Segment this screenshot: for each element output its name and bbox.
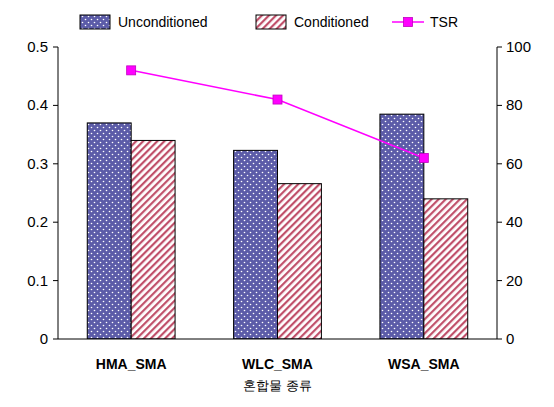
- y-tick-label: 0.2: [27, 213, 48, 230]
- bars: [87, 114, 467, 339]
- x-tick-label: WSA_SMA: [388, 356, 460, 372]
- y2-tick-label: 80: [506, 96, 523, 113]
- bar: [234, 150, 278, 339]
- y2-tick: [497, 222, 502, 223]
- y-tick: [53, 47, 58, 48]
- y-tick-label: 0.3: [27, 155, 48, 172]
- y2-tick: [497, 339, 502, 340]
- y-tick: [53, 222, 58, 223]
- x-axis-line: [58, 339, 497, 340]
- chart-container: 0 0.1 0.2 0.3 0.4 0.5 0 20 40 60 80 100 HMA_SMA WLC_S…: [0, 0, 554, 407]
- y2-tick-label: 20: [506, 272, 523, 289]
- bar: [87, 123, 131, 339]
- bar: [278, 184, 322, 339]
- x-tick-label: HMA_SMA: [96, 356, 167, 372]
- y2-tick: [497, 280, 502, 281]
- y-tick: [53, 105, 58, 106]
- x-axis-title: 혼합물 종류: [243, 378, 312, 393]
- chart: 0 0.1 0.2 0.3 0.4 0.5 0 20 40 60 80 100 HMA_SMA WLC_S…: [0, 0, 554, 407]
- y2-tick-label: 0: [506, 330, 514, 347]
- bar: [424, 199, 468, 339]
- y-tick-label: 0: [40, 330, 48, 347]
- legend-label: Unconditioned: [118, 14, 208, 30]
- y-tick: [53, 163, 58, 164]
- legend-label: Conditioned: [294, 14, 369, 30]
- y-axis-line: [58, 47, 59, 339]
- y2-tick-label: 40: [506, 213, 523, 230]
- y2-tick: [497, 163, 502, 164]
- y2-tick: [497, 105, 502, 106]
- y-tick: [53, 339, 58, 340]
- marker: [419, 153, 428, 162]
- y2-tick-label: 100: [506, 38, 531, 55]
- marker: [127, 66, 136, 75]
- bar: [131, 140, 175, 339]
- marker: [273, 95, 282, 104]
- y-tick: [53, 280, 58, 281]
- y2-axis-line: [497, 47, 498, 339]
- legend-swatch: [256, 15, 286, 29]
- legend-swatch: [80, 15, 110, 29]
- y-tick-label: 0.1: [27, 272, 48, 289]
- legend-marker: [404, 18, 413, 27]
- lines: [127, 66, 429, 163]
- y-tick-label: 0.5: [27, 38, 48, 55]
- legend-label: TSR: [430, 14, 458, 30]
- line: [131, 70, 424, 158]
- y-tick-label: 0.4: [27, 96, 48, 113]
- x-tick-label: WLC_SMA: [242, 356, 313, 372]
- bar: [380, 114, 424, 339]
- y2-tick: [497, 47, 502, 48]
- y2-tick-label: 60: [506, 155, 523, 172]
